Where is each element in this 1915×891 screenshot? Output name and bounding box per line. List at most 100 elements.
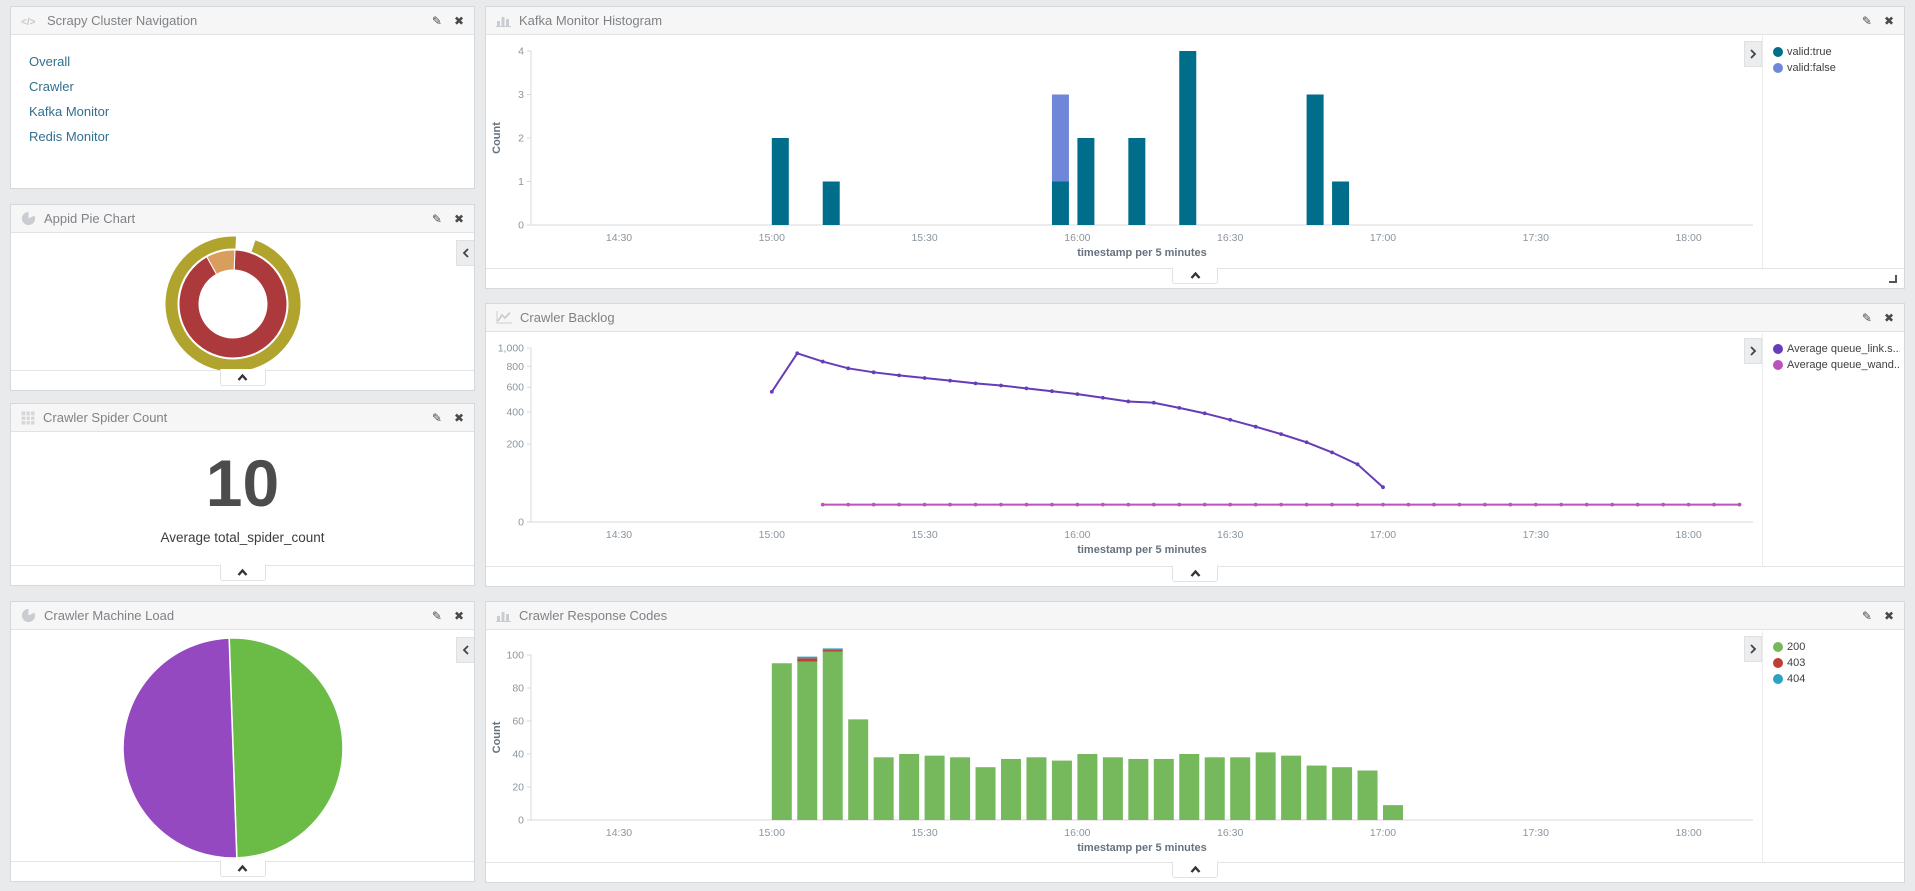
response-bar[interactable] xyxy=(1306,765,1327,820)
histogram-bar[interactable] xyxy=(1051,94,1069,182)
histogram-bar[interactable] xyxy=(1077,138,1095,225)
edit-panel-icon[interactable]: ✎ xyxy=(1861,608,1872,623)
response-bar[interactable] xyxy=(797,656,818,659)
data-point xyxy=(1050,389,1054,394)
response-bar[interactable] xyxy=(1204,757,1225,820)
data-point xyxy=(1686,502,1691,507)
data-point xyxy=(1482,502,1487,507)
response-bar[interactable] xyxy=(1051,760,1072,820)
response-bar[interactable] xyxy=(1230,757,1251,820)
histogram-bar[interactable] xyxy=(771,138,789,225)
nav-link-overall[interactable]: Overall xyxy=(29,54,71,69)
response-bar[interactable] xyxy=(771,663,792,820)
response-bar[interactable] xyxy=(848,719,869,820)
nav-link-redis-monitor[interactable]: Redis Monitor xyxy=(29,129,110,144)
close-panel-icon[interactable]: ✖ xyxy=(453,13,464,28)
response-bar[interactable] xyxy=(1102,757,1123,820)
response-bar[interactable] xyxy=(1077,754,1098,820)
response-bar[interactable] xyxy=(1153,758,1174,820)
svg-text:</>: </> xyxy=(21,17,36,27)
pie-chart-icon xyxy=(21,608,36,623)
panel-collapse-button[interactable] xyxy=(1172,861,1218,878)
legend-collapse-button[interactable] xyxy=(1744,636,1762,662)
response-bar[interactable] xyxy=(950,757,971,820)
svg-text:18:00: 18:00 xyxy=(1675,529,1701,541)
svg-text:15:30: 15:30 xyxy=(911,232,937,244)
slice-purple[interactable] xyxy=(122,637,238,859)
edit-panel-icon[interactable]: ✎ xyxy=(431,13,442,28)
response-bar[interactable] xyxy=(924,755,945,820)
response-bar[interactable] xyxy=(1255,752,1276,820)
legend-item[interactable]: 403 xyxy=(1773,655,1900,671)
response-bar[interactable] xyxy=(1332,767,1353,820)
close-panel-icon[interactable]: ✖ xyxy=(1883,13,1894,28)
svg-text:40: 40 xyxy=(512,749,524,761)
histogram-bar[interactable] xyxy=(1179,51,1197,225)
response-bar[interactable] xyxy=(1281,755,1302,820)
histogram-bar[interactable] xyxy=(822,181,840,226)
legend-expand-button[interactable] xyxy=(456,240,474,266)
response-bar[interactable] xyxy=(822,650,843,652)
response-bar[interactable] xyxy=(899,754,920,820)
response-bar[interactable] xyxy=(822,648,843,651)
svg-text:15:00: 15:00 xyxy=(759,827,785,839)
svg-text:0: 0 xyxy=(518,815,524,827)
close-panel-icon[interactable]: ✖ xyxy=(1883,310,1894,325)
legend-item[interactable]: Average queue_link.s... xyxy=(1773,341,1900,357)
data-point xyxy=(846,366,851,371)
legend-item[interactable]: Average queue_wand... xyxy=(1773,357,1900,373)
legend-item[interactable]: 404 xyxy=(1773,671,1900,687)
response-bar[interactable] xyxy=(1357,770,1378,821)
legend-item[interactable]: valid:true xyxy=(1773,44,1900,60)
histogram-bar[interactable] xyxy=(1128,138,1146,225)
response-bar[interactable] xyxy=(822,651,843,820)
segment-orange[interactable] xyxy=(206,249,236,275)
data-point xyxy=(999,383,1003,388)
edit-panel-icon[interactable]: ✎ xyxy=(1861,13,1872,28)
response-bar[interactable] xyxy=(975,767,996,820)
panel-resize-handle[interactable] xyxy=(1889,275,1897,283)
response-bar[interactable] xyxy=(873,757,894,820)
histogram-bar[interactable] xyxy=(1306,94,1324,226)
segment-olive[interactable] xyxy=(164,235,302,371)
close-panel-icon[interactable]: ✖ xyxy=(1883,608,1894,623)
edit-panel-icon[interactable]: ✎ xyxy=(1861,310,1872,325)
edit-panel-icon[interactable]: ✎ xyxy=(431,608,442,623)
nav-link-crawler[interactable]: Crawler xyxy=(29,79,74,94)
legend-item[interactable]: 200 xyxy=(1773,639,1900,655)
data-point xyxy=(871,502,876,507)
response-bar[interactable] xyxy=(1383,805,1403,820)
close-panel-icon[interactable]: ✖ xyxy=(453,410,464,425)
data-point xyxy=(922,502,927,507)
edit-panel-icon[interactable]: ✎ xyxy=(431,410,442,425)
edit-panel-icon[interactable]: ✎ xyxy=(431,211,442,226)
legend-collapse-button[interactable] xyxy=(1744,338,1762,364)
histogram-bar[interactable] xyxy=(1051,181,1069,226)
panel-collapse-button[interactable] xyxy=(219,564,266,581)
legend-item[interactable]: valid:false xyxy=(1773,60,1900,76)
response-bar[interactable] xyxy=(1001,758,1021,820)
panel-title: Kafka Monitor Histogram xyxy=(519,13,663,28)
close-panel-icon[interactable]: ✖ xyxy=(453,608,464,623)
data-point xyxy=(769,389,774,394)
response-bar[interactable] xyxy=(1128,758,1149,820)
legend-collapse-button[interactable] xyxy=(1744,41,1762,67)
panel-collapse-button[interactable] xyxy=(1172,267,1218,284)
legend-color-dot xyxy=(1773,642,1783,652)
backlog-line[interactable] xyxy=(770,352,1384,488)
response-bar[interactable] xyxy=(1026,757,1047,820)
close-panel-icon[interactable]: ✖ xyxy=(453,211,464,226)
svg-text:17:00: 17:00 xyxy=(1370,232,1396,244)
response-bar[interactable] xyxy=(797,658,818,662)
histogram-bar[interactable] xyxy=(1332,181,1350,226)
response-bar[interactable] xyxy=(1179,754,1200,820)
panel-collapse-button[interactable] xyxy=(219,860,266,877)
segment-red[interactable] xyxy=(178,249,288,359)
slice-green[interactable] xyxy=(228,637,344,859)
response-bar[interactable] xyxy=(797,661,818,820)
nav-link-kafka-monitor[interactable]: Kafka Monitor xyxy=(29,104,110,119)
data-point xyxy=(1126,399,1131,404)
legend-expand-button[interactable] xyxy=(456,637,474,663)
panel-collapse-button[interactable] xyxy=(219,369,266,386)
panel-collapse-button[interactable] xyxy=(1172,565,1218,582)
